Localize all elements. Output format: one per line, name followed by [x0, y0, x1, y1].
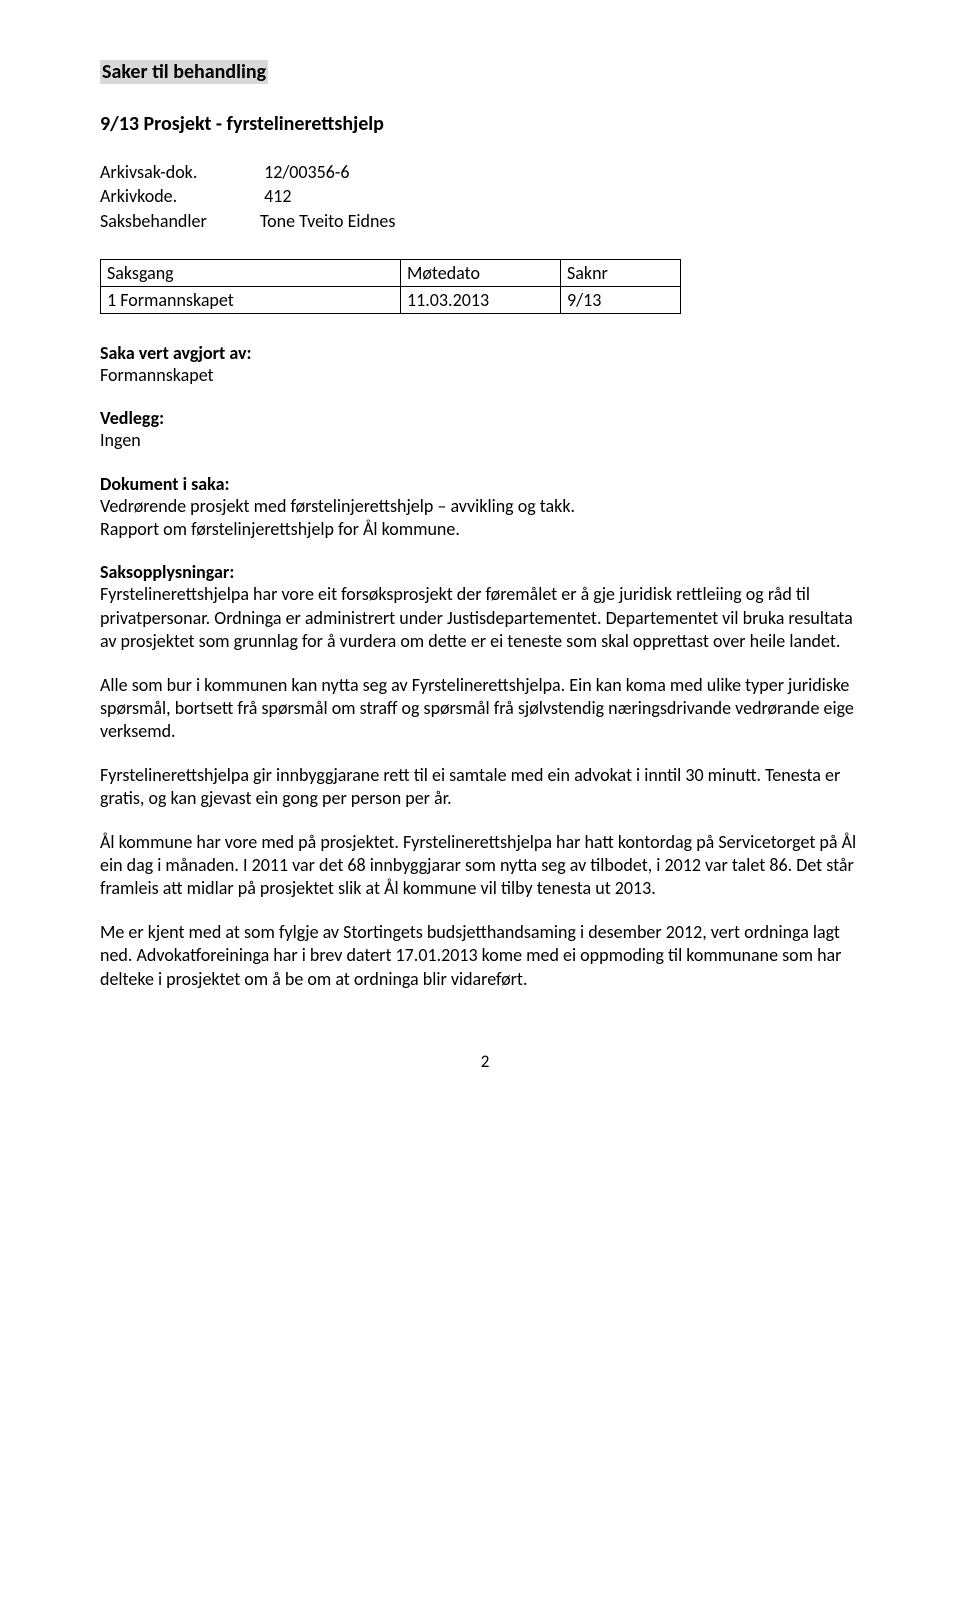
- case-subject: 9/13 Prosjekt - fyrstelinerettshjelp: [100, 112, 870, 136]
- vedlegg-head: Vedlegg:: [100, 407, 870, 429]
- dokument-body-1: Vedrørende prosjekt med førstelinjeretts…: [100, 495, 870, 518]
- paragraph-5: Me er kjent med at som fylgje av Stortin…: [100, 921, 870, 991]
- paragraph-4: Ål kommune har vore med på prosjektet. F…: [100, 831, 870, 901]
- td-saksgang: 1 Formannskapet: [101, 286, 401, 313]
- th-saknr: Saknr: [561, 259, 681, 286]
- th-saksgang: Saksgang: [101, 259, 401, 286]
- meta-label: Arkivkode.: [100, 184, 260, 208]
- paragraph-2: Alle som bur i kommunen kan nytta seg av…: [100, 674, 870, 744]
- th-motedato: Møtedato: [401, 259, 561, 286]
- dokument-body-2: Rapport om førstelinjerettshjelp for Ål …: [100, 518, 870, 541]
- avgjort-body: Formannskapet: [100, 364, 870, 387]
- page-number: 2: [100, 1051, 870, 1072]
- table-row: 1 Formannskapet 11.03.2013 9/13: [101, 286, 681, 313]
- meta-saksbehandler: SaksbehandlerTone Tveito Eidnes: [100, 209, 870, 233]
- td-motedato: 11.03.2013: [401, 286, 561, 313]
- meta-label: Saksbehandler: [100, 209, 260, 233]
- avgjort-head: Saka vert avgjort av:: [100, 342, 870, 364]
- dokument-head: Dokument i saka:: [100, 473, 870, 495]
- saksoppl-head: Saksopplysningar:: [100, 561, 870, 583]
- title-highlight: Saker til behandling: [100, 60, 268, 84]
- meta-arkivkode: Arkivkode. 412: [100, 184, 870, 208]
- document-page: Saker til behandling 9/13 Prosjekt - fyr…: [0, 0, 960, 1112]
- paragraph-1: Fyrstelinerettshjelpa har vore eit forsø…: [100, 583, 870, 653]
- meta-value: 412: [264, 185, 291, 207]
- meta-arkivsak-dok: Arkivsak-dok. 12/00356-6: [100, 160, 870, 184]
- paragraph-3: Fyrstelinerettshjelpa gir innbyggjarane …: [100, 764, 870, 811]
- meta-value: Tone Tveito Eidnes: [260, 210, 395, 232]
- meta-block: Arkivsak-dok. 12/00356-6 Arkivkode. 412 …: [100, 160, 870, 233]
- page-title: Saker til behandling: [100, 60, 870, 84]
- table-header-row: Saksgang Møtedato Saknr: [101, 259, 681, 286]
- saksgang-table: Saksgang Møtedato Saknr 1 Formannskapet …: [100, 259, 681, 314]
- meta-label: Arkivsak-dok.: [100, 160, 260, 184]
- td-saknr: 9/13: [561, 286, 681, 313]
- vedlegg-body: Ingen: [100, 429, 870, 452]
- meta-value: 12/00356-6: [264, 161, 349, 183]
